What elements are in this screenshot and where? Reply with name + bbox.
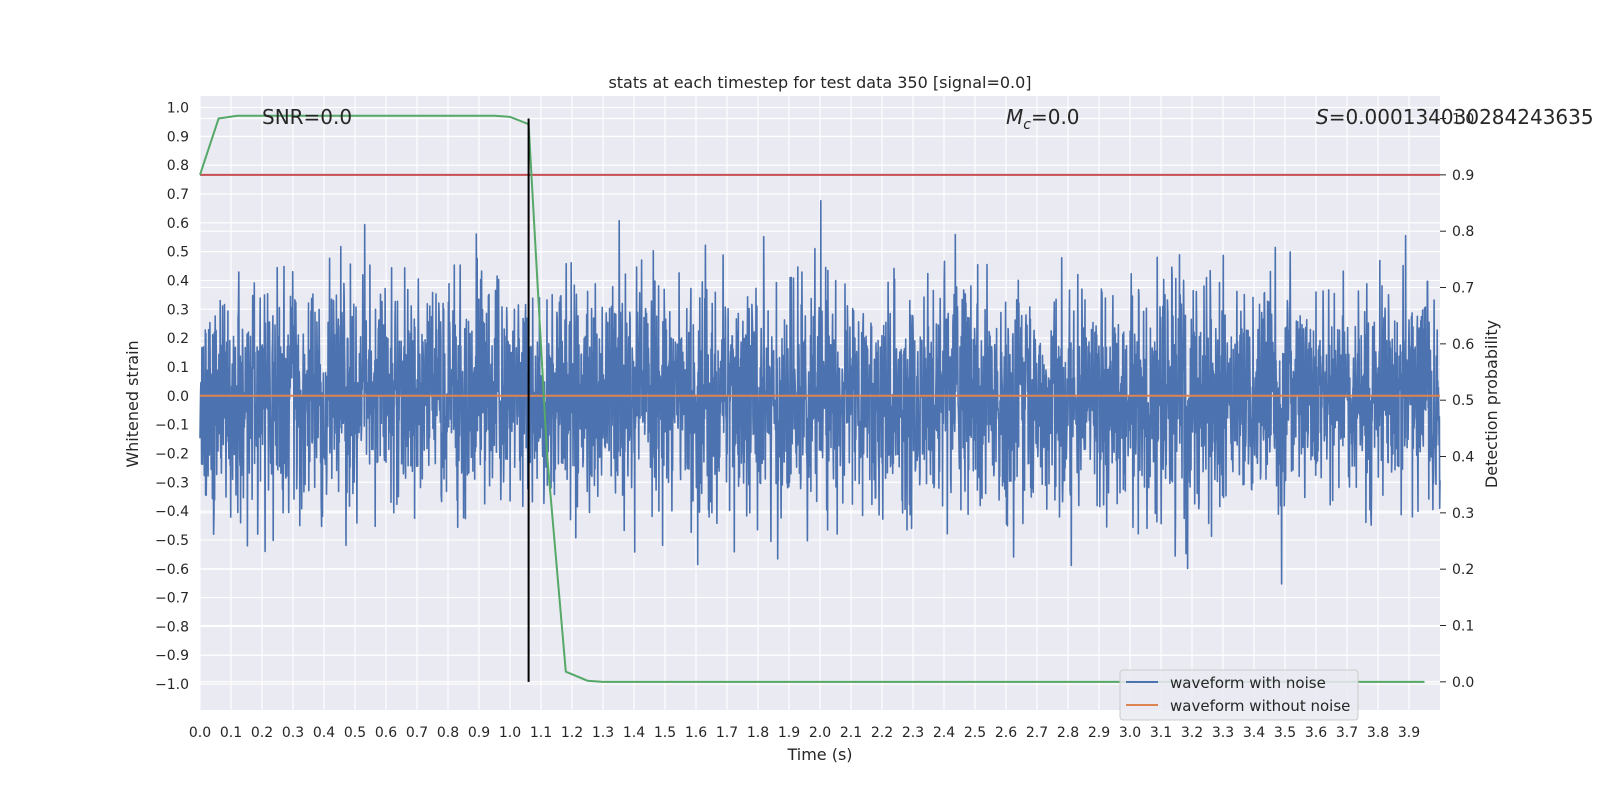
x-tick-label: 0.1 [220,725,242,741]
x-tick-label: 1.2 [561,725,583,741]
y-tick-label: −0.2 [155,446,189,462]
y2-axis-label: Detection probability [1482,320,1501,488]
y-tick-label: 0.3 [167,302,189,318]
legend-label-clean: waveform without noise [1170,697,1350,715]
x-tick-label: 3.5 [1274,725,1296,741]
x-tick-label: 2.7 [1026,725,1048,741]
y2-tick-label: 0.4 [1452,450,1474,466]
y-tick-label: 0.8 [167,158,189,174]
x-tick-label: 1.3 [592,725,614,741]
x-tick-label: 1.1 [530,725,552,741]
y-tick-label: −0.9 [155,648,189,664]
series-waveform-with-noise [199,199,1441,585]
mc-annotation: Mc=0.0 [1006,105,1080,133]
y-tick-label: 0.1 [167,360,189,376]
x-axis-label: Time (s) [786,745,852,764]
x-tick-label: 0.6 [375,725,397,741]
x-tick-label: 2.3 [902,725,924,741]
s-symbol: S [1316,105,1329,129]
y2-tick-label: 0.7 [1452,281,1474,297]
y2-axis-ticks: 1.0 0.9 0.8 0.7 0.6 0.5 0.4 0.3 0.2 0.1 0.0 [1440,112,1474,691]
x-axis-ticks: 0.0 0.1 0.2 0.3 0.4 0.5 0.6 0.7 0.8 0.9 1.0 1.1 1.2 1… [189,725,1420,741]
y-tick-label: 0.0 [167,389,189,405]
x-tick-label: 1.4 [623,725,645,741]
x-tick-label: 2.6 [995,725,1017,741]
x-tick-label: 3.6 [1305,725,1327,741]
x-tick-label: 1.6 [685,725,707,741]
y-tick-label: −0.4 [155,504,189,520]
y-tick-label: −0.6 [155,562,189,578]
x-tick-label: 3.8 [1367,725,1389,741]
y-tick-label: −0.8 [155,619,189,635]
x-tick-label: 2.5 [964,725,986,741]
x-tick-label: 0.5 [344,725,366,741]
x-tick-label: 1.7 [716,725,738,741]
x-tick-label: 3.4 [1243,725,1265,741]
x-tick-label: 0.4 [313,725,335,741]
x-tick-label: 3.0 [1119,725,1141,741]
legend-box [1119,669,1359,721]
x-tick-label: 0.7 [406,725,428,741]
y-tick-label: 0.6 [167,216,189,232]
y-tick-label: −1.0 [155,677,189,693]
x-tick-label: 2.4 [933,725,955,741]
mc-subscript: c [1023,117,1031,133]
x-tick-label: 3.3 [1212,725,1234,741]
snr-annotation: SNR=0.0 [262,105,352,129]
series-detection-probability [199,114,1425,683]
x-tick-label: 0.0 [189,725,211,741]
y2-tick-label: 0.8 [1452,224,1474,240]
x-tick-label: 3.2 [1181,725,1203,741]
y-tick-label: −0.7 [155,591,189,607]
x-tick-label: 1.0 [499,725,521,741]
x-tick-label: 0.9 [468,725,490,741]
y-tick-label: 0.5 [167,245,189,261]
y-tick-label: 0.2 [167,331,189,347]
y-tick-label: −0.1 [155,418,189,434]
y2-tick-label: 0.3 [1452,506,1474,522]
x-tick-label: 0.3 [282,725,304,741]
y-tick-label: 1.0 [167,101,189,117]
x-tick-label: 2.0 [809,725,831,741]
y2-tick-label: 0.9 [1452,168,1474,184]
x-tick-label: 1.5 [654,725,676,741]
x-tick-label: 2.1 [840,725,862,741]
x-tick-label: 3.1 [1150,725,1172,741]
x-tick-label: 2.2 [871,725,893,741]
legend-label-noise: waveform with noise [1170,674,1326,692]
y-axis-ticks: 1.0 0.9 0.8 0.7 0.6 0.5 0.4 0.3 0.2 0.1 0.0 −0.1 −0.… [155,101,189,694]
y2-tick-label: 0.1 [1452,619,1474,635]
mc-symbol: M [1006,105,1023,129]
y2-tick-label: 0.0 [1452,675,1474,691]
x-tick-label: 0.2 [251,725,273,741]
noise-line [199,199,1441,585]
x-tick-label: 3.7 [1336,725,1358,741]
s-annotation: S=0.00013403028424363​5 [1316,105,1594,129]
x-tick-label: 2.8 [1057,725,1079,741]
x-tick-label: 3.9 [1398,725,1420,741]
y-axis-label: Whitened strain [123,340,142,467]
x-tick-label: 1.8 [747,725,769,741]
x-tick-label: 2.9 [1088,725,1110,741]
y2-tick-label: 0.2 [1452,562,1474,578]
probability-line [199,114,1425,683]
y-tick-label: −0.3 [155,475,189,491]
y-tick-label: 0.7 [167,187,189,203]
chart-title: stats at each timestep for test data 350… [608,73,1031,92]
y2-tick-label: 1.0 [1452,112,1474,128]
mc-value: =0.0 [1031,105,1080,129]
y2-tick-label: 0.5 [1452,393,1474,409]
y-tick-label: −0.5 [155,533,189,549]
y-tick-label: 0.9 [167,129,189,145]
s-value: =0.00013403028424363​5 [1329,105,1594,129]
legend: waveform with noise waveform without noi… [1119,669,1359,721]
y-tick-label: 0.4 [167,273,189,289]
x-tick-label: 1.9 [778,725,800,741]
x-tick-label: 0.8 [437,725,459,741]
y2-tick-label: 0.6 [1452,337,1474,353]
